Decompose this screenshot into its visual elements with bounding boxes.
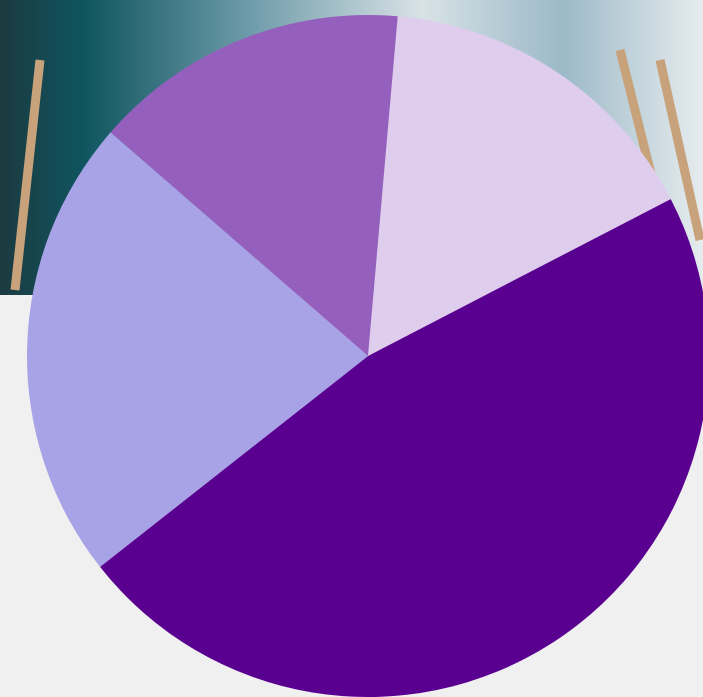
pie-slice: [110, 14, 398, 356]
pie-slice: [100, 199, 703, 697]
pie-chart: [26, 14, 703, 697]
pie-slice: [26, 132, 368, 567]
chair-leg: [10, 59, 45, 291]
chair-leg: [655, 59, 703, 241]
pie-slice: [368, 16, 671, 356]
